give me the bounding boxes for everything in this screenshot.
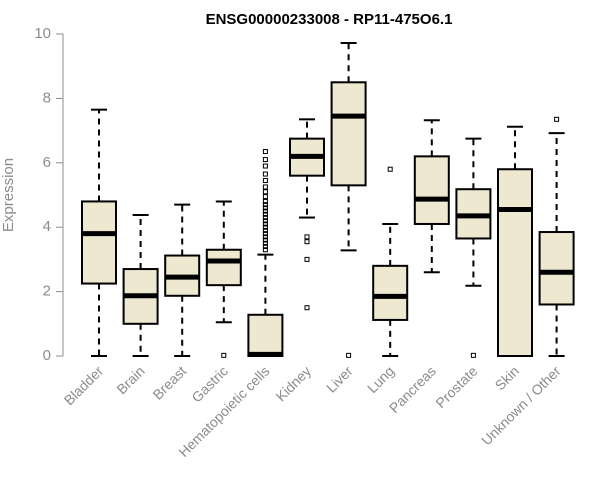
outlier-point [221, 352, 227, 358]
y-tick-label: 0 [43, 347, 51, 364]
outlier-point [262, 194, 268, 200]
y-tick-label: 2 [43, 283, 51, 300]
outlier-point [262, 240, 268, 246]
boxes-group [81, 42, 575, 358]
y-tick-label: 10 [34, 25, 51, 42]
outlier-point [346, 352, 352, 358]
outlier-point [262, 184, 268, 190]
x-tick-label: Kidney [273, 363, 315, 405]
box-liver [330, 42, 367, 358]
outlier-point [262, 224, 268, 230]
outlier-point [262, 171, 268, 177]
outlier-point [262, 208, 268, 214]
x-tick-label: Lung [364, 363, 397, 396]
outlier-point [262, 247, 268, 253]
box-skin [497, 125, 533, 357]
outlier-point [304, 234, 310, 240]
outlier-point [262, 157, 268, 163]
iqr-box [413, 155, 450, 225]
box-breast [164, 203, 201, 357]
outlier-point [262, 221, 268, 227]
x-tick-label: Breast [149, 363, 189, 403]
outlier-point [262, 205, 268, 211]
outlier-point [262, 149, 268, 155]
outlier-point [262, 237, 268, 243]
box-bladder [81, 108, 117, 357]
iqr-box [247, 313, 284, 357]
outlier-point [262, 178, 268, 184]
x-tick-label: Liver [323, 363, 356, 396]
outlier-point [262, 231, 268, 237]
outlier-point [262, 244, 268, 250]
y-tick-label: 4 [43, 218, 51, 235]
outlier-point [262, 163, 268, 169]
outlier-point [262, 215, 268, 221]
box-lung [372, 166, 409, 357]
box-prostate [455, 137, 492, 358]
iqr-box [497, 168, 533, 357]
iqr-box [538, 231, 575, 306]
y-axis: 0 2 4 6 8 10 [34, 25, 64, 364]
outlier-point [262, 211, 268, 217]
outlier-point [262, 227, 268, 233]
y-axis-label: Expression [0, 158, 17, 232]
outlier-point [304, 256, 310, 262]
iqr-box [372, 264, 409, 321]
chart-title: ENSG00000233008 - RP11-475O6.1 [206, 11, 453, 28]
x-tick-label: Skin [492, 363, 523, 394]
box-gastric [205, 200, 242, 358]
box-pancreas [413, 119, 450, 274]
box-brain [122, 213, 159, 357]
outlier-point [304, 305, 310, 311]
outlier-point [262, 234, 268, 240]
iqr-box [330, 81, 367, 187]
x-tick-label: Prostate [432, 363, 480, 411]
y-tick-label: 8 [43, 89, 51, 106]
outlier-point [387, 166, 393, 172]
x-tick-label: Bladder [61, 363, 107, 409]
box-kidney [289, 118, 325, 311]
x-tick-label: Unknown / Other [478, 363, 564, 449]
outlier-point [262, 189, 268, 195]
box-unknown-other [538, 116, 575, 357]
outlier-point [470, 352, 476, 358]
x-tick-label: Brain [113, 363, 147, 397]
iqr-box [205, 248, 242, 287]
outlier-point [304, 239, 310, 245]
outlier-point [262, 218, 268, 224]
box-hematopoietic-cells [247, 149, 284, 357]
iqr-box [81, 200, 117, 285]
outlier-point [262, 202, 268, 208]
outlier-point [554, 116, 560, 122]
outlier-point [262, 198, 268, 204]
y-tick-label: 6 [43, 154, 51, 171]
